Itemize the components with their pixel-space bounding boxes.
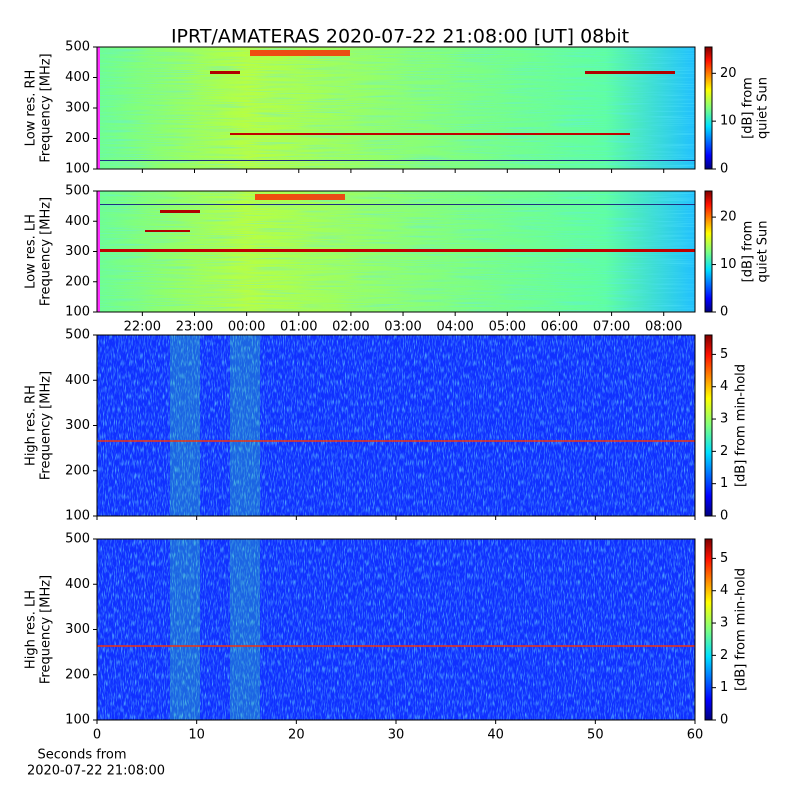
colorbar-label: quiet Sun — [756, 77, 771, 139]
spectrogram-texture — [97, 47, 695, 720]
colorbar-tick-label: 20 — [720, 210, 737, 225]
colorbar-label: [dB] from min-hold — [734, 364, 749, 487]
colorbar-tick-label: 3 — [720, 412, 728, 427]
y-tick-label: 100 — [65, 162, 90, 177]
x-tick-label: 03:00 — [384, 320, 421, 335]
x-tick-label: 50 — [587, 728, 604, 743]
colorbar-label: [dB] from — [741, 221, 756, 283]
x-tick-label: 22:00 — [124, 320, 161, 335]
y-tick-label: 500 — [65, 532, 90, 547]
colorbar-tick-label: 0 — [720, 713, 728, 728]
x-tick-label: 23:00 — [176, 320, 213, 335]
x-tick-label: 00:00 — [228, 320, 265, 335]
y-tick-label: 200 — [65, 274, 90, 289]
y-axis-label: High res. RH — [24, 385, 39, 466]
x-tick-label: 05:00 — [489, 320, 526, 335]
colorbar-tick-label: 0 — [720, 162, 728, 177]
y-tick-label: 400 — [65, 70, 90, 85]
y-tick-label: 400 — [65, 373, 90, 388]
x-tick-label: 08:00 — [645, 320, 682, 335]
y-axis-label: Frequency [MHz] — [39, 53, 54, 162]
y-tick-label: 300 — [65, 101, 90, 116]
colorbar-tick-label: 20 — [720, 66, 737, 81]
y-tick-label: 200 — [65, 131, 90, 146]
y-tick-label: 100 — [65, 713, 90, 728]
colorbar — [704, 334, 713, 517]
x-axis-label: Seconds from — [37, 748, 126, 763]
colorbar — [704, 190, 713, 313]
x-tick-label: 20 — [288, 728, 305, 743]
colorbar-tick-label: 1 — [720, 476, 728, 491]
y-tick-label: 500 — [65, 328, 90, 343]
y-axis-label: High res. LH — [24, 590, 39, 669]
x-tick-label: 02:00 — [332, 320, 369, 335]
colorbar-tick-label: 0 — [720, 305, 728, 320]
colorbar-label: [dB] from min-hold — [734, 568, 749, 691]
y-tick-label: 200 — [65, 667, 90, 682]
x-axis-label: 2020-07-22 21:08:00 — [27, 764, 165, 779]
x-tick-label: 07:00 — [593, 320, 630, 335]
y-axis-label: Frequency [MHz] — [39, 197, 54, 306]
colorbar-tick-label: 3 — [720, 616, 728, 631]
x-tick-label: 0 — [93, 728, 101, 743]
colorbar-tick-label: 4 — [720, 379, 728, 394]
colorbar-tick-label: 4 — [720, 583, 728, 598]
colorbar-tick-label: 2 — [720, 444, 728, 459]
x-tick-label: 30 — [388, 728, 405, 743]
y-tick-label: 100 — [65, 509, 90, 524]
colorbar-label: [dB] from — [741, 77, 756, 139]
colorbar-tick-label: 2 — [720, 648, 728, 663]
colorbar-tick-label: 10 — [720, 114, 737, 129]
y-tick-label: 500 — [65, 184, 90, 199]
y-tick-label: 300 — [65, 244, 90, 259]
y-tick-label: 200 — [65, 463, 90, 478]
colorbar-tick-label: 0 — [720, 509, 728, 524]
y-axis-label: Frequency [MHz] — [39, 575, 54, 684]
y-tick-label: 400 — [65, 214, 90, 229]
y-tick-label: 100 — [65, 305, 90, 320]
x-tick-label: 40 — [487, 728, 504, 743]
colorbar — [704, 538, 713, 721]
x-tick-label: 01:00 — [280, 320, 317, 335]
colorbar-tick-label: 1 — [720, 680, 728, 695]
x-tick-label: 60 — [687, 728, 704, 743]
y-tick-label: 300 — [65, 622, 90, 637]
colorbar-label: quiet Sun — [756, 220, 771, 282]
y-axis-label: Frequency [MHz] — [39, 371, 54, 480]
colorbar-tick-label: 5 — [720, 347, 728, 362]
colorbar — [704, 46, 713, 170]
y-tick-label: 400 — [65, 577, 90, 592]
y-tick-label: 300 — [65, 418, 90, 433]
y-axis-label: Low res. LH — [24, 214, 39, 289]
y-tick-label: 500 — [65, 40, 90, 55]
x-tick-label: 04:00 — [436, 320, 473, 335]
colorbar-tick-label: 5 — [720, 551, 728, 566]
x-tick-label: 10 — [188, 728, 205, 743]
x-tick-label: 06:00 — [541, 320, 578, 335]
y-axis-label: Low res. RH — [24, 70, 39, 147]
colorbar-tick-label: 10 — [720, 257, 737, 272]
chart-title: IPRT/AMATERAS 2020-07-22 21:08:00 [UT] 0… — [171, 26, 629, 48]
